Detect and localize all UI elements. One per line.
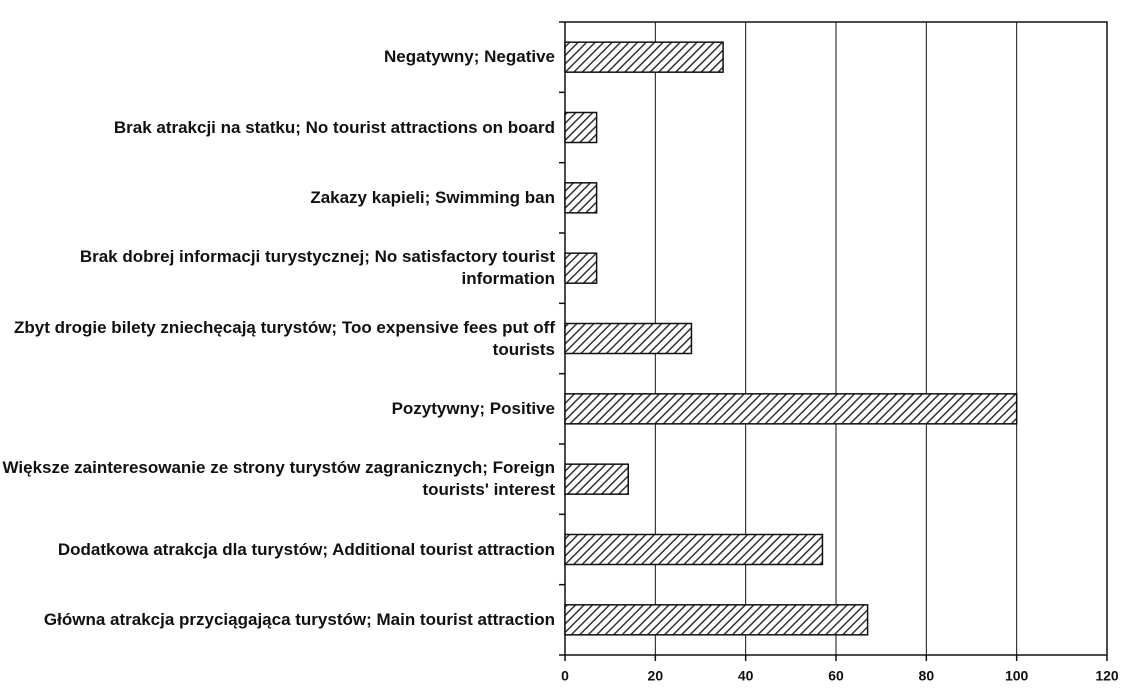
bar [564,41,724,73]
bar [564,533,824,566]
bar [564,393,1018,425]
x-tick-label: 100 [1005,668,1029,684]
bar [564,111,598,144]
bar [564,463,629,495]
category-label: Brak atrakcji na statku; No tourist attr… [113,117,555,137]
bar [564,322,693,355]
x-tick-label: 60 [828,668,844,684]
category-label: Zakazy kapieli; Swimming ban [310,187,555,207]
x-tick-label: 80 [919,668,935,684]
bar [564,252,598,284]
x-tick-label: 0 [561,668,569,684]
category-label: Większe zainteresowanie ze strony turyst… [2,458,556,500]
category-label: Główna atrakcja przyciągająca turystów; … [43,609,555,629]
category-label: Brak dobrej informacji turystycznej; No … [79,247,555,289]
x-tick-label: 40 [738,668,754,684]
x-tick-label: 120 [1095,668,1119,684]
x-tick-label: 20 [648,668,664,684]
bar [564,182,598,214]
category-label: Pozytywny; Positive [391,398,555,418]
bar [564,604,869,636]
category-label: Dodatkowa atrakcja dla turystów; Additio… [57,539,555,559]
category-label: Negatywny; Negative [384,47,555,67]
category-label: Zbyt drogie bilety zniechęcają turystów;… [14,317,555,359]
